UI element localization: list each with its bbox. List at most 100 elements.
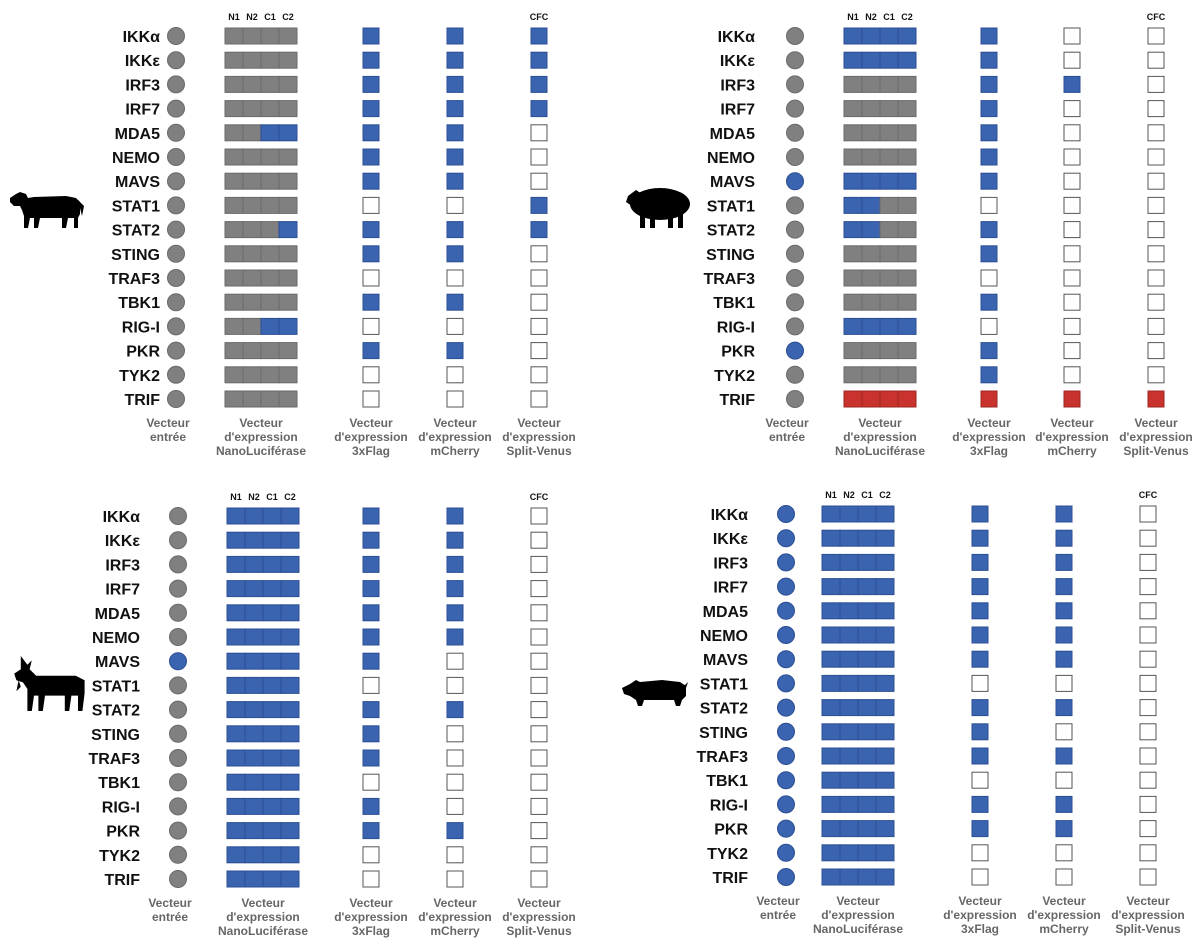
flag-cell [971, 699, 989, 717]
nanoluc-cell-n2 [242, 221, 262, 239]
nanoluc-cell-c1 [260, 221, 280, 239]
footer-mcherry-vector: Vecteur [1050, 416, 1094, 430]
mcherry-cell [446, 701, 464, 719]
nanoluc-cell-c1 [262, 676, 282, 694]
nanoluc-cell-n1 [843, 148, 863, 166]
nanoluc-cell-n2 [861, 124, 881, 142]
nanoluc-cell-n2 [244, 652, 264, 670]
domain-header-c1: C1 [861, 490, 873, 500]
mcherry-cell [1063, 390, 1081, 408]
footer-nanoluc-vector: d'expression [843, 430, 917, 444]
nanoluc-cell-c2 [278, 366, 298, 384]
venus-cell [1147, 293, 1165, 311]
footer-3xflag-vector: d'expression [943, 908, 1017, 922]
entry-vector-dot [777, 868, 795, 886]
footer-3xflag-vector: d'expression [952, 430, 1026, 444]
pig-silhouette [622, 680, 688, 706]
gene-label: STAT1 [707, 198, 755, 215]
venus-cell [1139, 553, 1157, 571]
flag-cell [980, 148, 998, 166]
nanoluc-cell-n2 [839, 626, 859, 644]
gene-label: IRF7 [125, 102, 160, 119]
flag-cell [362, 75, 380, 93]
nanoluc-cell-n1 [821, 795, 841, 813]
entry-vector-dot [777, 626, 795, 644]
footer-mcherry-vector: Vecteur [433, 896, 477, 910]
nanoluc-cell-c1 [260, 172, 280, 190]
nanoluc-cell-c2 [875, 650, 895, 668]
nanoluc-cell-c2 [875, 723, 895, 741]
entry-vector-dot [169, 507, 187, 525]
gene-label: RIG-I [710, 797, 748, 814]
nanoluc-cell-c2 [875, 747, 895, 765]
entry-vector-dot [786, 99, 804, 118]
nanoluc-cell-n1 [226, 652, 246, 670]
flag-cell [362, 628, 380, 646]
nanoluc-cell-c2 [280, 507, 300, 525]
nanoluc-cell-n1 [821, 602, 841, 620]
venus-cell [530, 531, 548, 549]
nanoluc-cell-c1 [262, 507, 282, 525]
gene-label: STING [706, 247, 755, 264]
entry-vector-dot [777, 843, 795, 862]
venus-cell [1139, 747, 1157, 765]
mcherry-cell [1063, 293, 1081, 311]
footer-nanoluc-vector: d'expression [226, 910, 300, 924]
footer-3xflag-vector: 3xFlag [352, 444, 390, 458]
mcherry-cell [446, 773, 464, 791]
venus-cell [1147, 124, 1165, 142]
venus-cell [530, 100, 548, 118]
mcherry-cell [446, 51, 464, 69]
mcherry-cell [446, 27, 464, 45]
gene-label: TRIF [104, 872, 140, 889]
nanoluc-cell-c2 [280, 725, 300, 743]
nanoluc-cell-c2 [897, 245, 917, 263]
venus-cell [530, 390, 548, 408]
footer-mcherry-vector: mCherry [430, 444, 480, 458]
nanoluc-cell-n1 [843, 245, 863, 263]
flag-cell [362, 822, 380, 840]
nanoluc-cell-n1 [224, 245, 244, 263]
nanoluc-cell-c1 [260, 390, 280, 408]
sheep-silhouette [626, 188, 690, 228]
nanoluc-cell-c2 [897, 342, 917, 360]
nanoluc-cell-c1 [260, 51, 280, 69]
flag-cell [362, 531, 380, 549]
footer-splitvenus-vector: d'expression [502, 430, 576, 444]
gene-label: IRF3 [105, 557, 140, 574]
nanoluc-cell-c1 [262, 701, 282, 719]
footer-splitvenus-vector: d'expression [502, 910, 576, 924]
entry-vector-dot [786, 244, 804, 263]
nanoluc-cell-c2 [280, 846, 300, 864]
mcherry-cell [1055, 795, 1073, 813]
nanoluc-cell-c2 [278, 342, 298, 360]
flag-cell [980, 342, 998, 360]
entry-vector-dot [169, 821, 187, 840]
gene-label: IRF7 [713, 580, 748, 597]
nanoluc-cell-c2 [278, 27, 298, 45]
flag-cell [362, 221, 380, 239]
nanoluc-cell-c1 [857, 650, 877, 668]
footer-splitvenus-vector: Split-Venus [1115, 922, 1181, 936]
nanoluc-cell-n2 [861, 390, 881, 408]
venus-cell [530, 652, 548, 670]
panel-cow: N1 N2 C1 C2 CFC IKKα IKKε IRF3 IRF7 MDA5 NEMO MAVS S… [10, 12, 576, 458]
nanoluc-cell-n1 [226, 628, 246, 646]
gene-label: IKKα [123, 29, 161, 46]
mcherry-cell [446, 366, 464, 384]
nanoluc-cell-n2 [242, 75, 262, 93]
entry-vector-dot [777, 529, 795, 548]
nanoluc-cell-c2 [875, 529, 895, 547]
flag-cell [980, 317, 998, 335]
nanoluc-cell-c2 [875, 505, 895, 523]
nanoluc-cell-c1 [260, 269, 280, 287]
nanoluc-cell-n2 [839, 795, 859, 813]
nanoluc-cell-c2 [278, 221, 298, 239]
nanoluc-cell-c1 [857, 626, 877, 644]
nanoluc-cell-n1 [226, 580, 246, 598]
gene-label: MAVS [703, 652, 748, 669]
gene-label: TBK1 [706, 773, 748, 790]
nanoluc-cell-c2 [875, 844, 895, 862]
nanoluc-cell-n2 [839, 578, 859, 596]
flag-cell [971, 602, 989, 620]
